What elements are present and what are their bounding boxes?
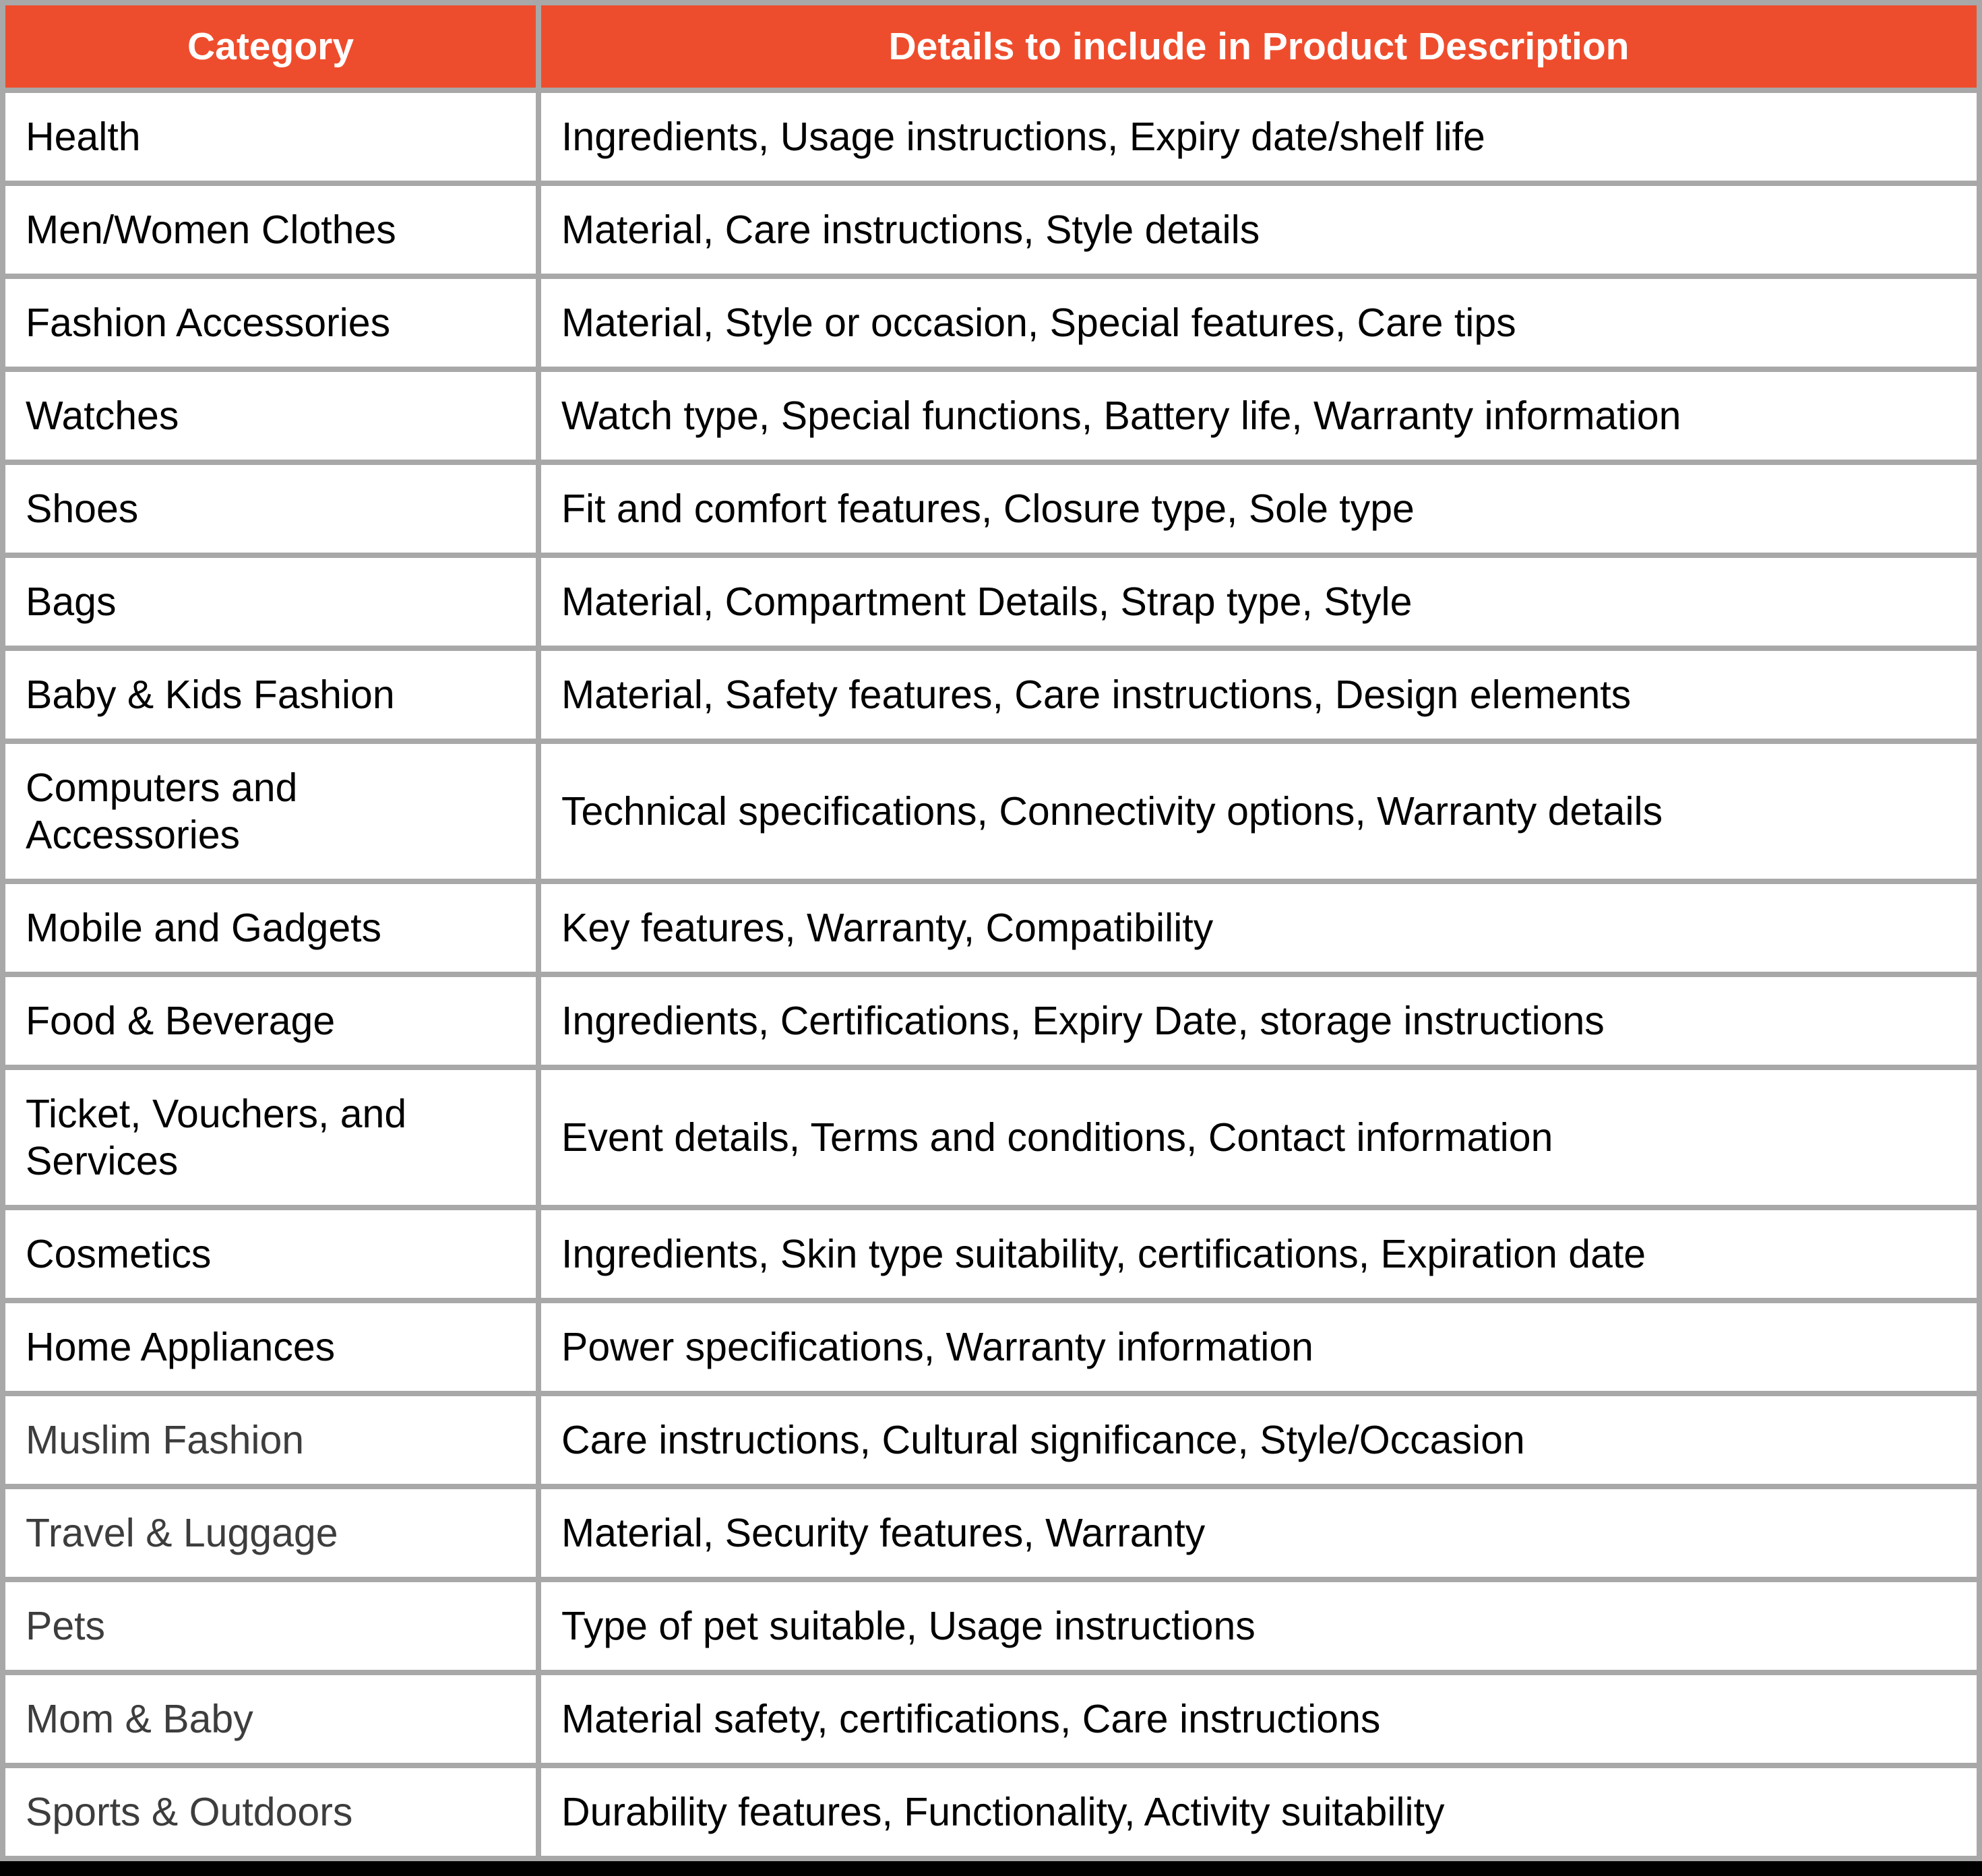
category-cell: Mobile and Gadgets (0, 879, 541, 977)
details-cell: Key features, Warranty, Compatibility (536, 879, 1982, 977)
table-row: Baby & Kids Fashion Material, Safety fea… (0, 646, 1982, 744)
table-row: Cosmetics Ingredients, Skin type suitabi… (0, 1205, 1982, 1303)
details-cell: Material, Care instructions, Style detai… (536, 181, 1982, 279)
table-row: Shoes Fit and comfort features, Closure … (0, 460, 1982, 558)
category-cell: Sports & Outdoors (0, 1763, 541, 1861)
table-row: Computers and Accessories Technical spec… (0, 739, 1982, 884)
table-row: Pets Type of pet suitable, Usage instruc… (0, 1577, 1982, 1675)
header-details: Details to include in Product Descriptio… (536, 0, 1982, 93)
category-cell: Ticket, Vouchers, and Services (0, 1065, 541, 1210)
category-cell: Computers and Accessories (0, 739, 541, 884)
table-row: Ticket, Vouchers, and Services Event det… (0, 1065, 1982, 1210)
details-cell: Ingredients, Certifications, Expiry Date… (536, 972, 1982, 1070)
details-cell: Durability features, Functionality, Acti… (536, 1763, 1982, 1861)
details-cell: Care instructions, Cultural significance… (536, 1391, 1982, 1489)
details-cell: Material, Security features, Warranty (536, 1484, 1982, 1582)
category-cell: Home Appliances (0, 1298, 541, 1396)
details-cell: Technical specifications, Connectivity o… (536, 739, 1982, 884)
category-cell: Bags (0, 553, 541, 651)
category-cell: Food & Beverage (0, 972, 541, 1070)
table-row: Travel & Luggage Material, Security feat… (0, 1484, 1982, 1582)
details-cell: Ingredients, Skin type suitability, cert… (536, 1205, 1982, 1303)
details-cell: Fit and comfort features, Closure type, … (536, 460, 1982, 558)
category-cell: Watches (0, 367, 541, 465)
details-cell: Material, Compartment Details, Strap typ… (536, 553, 1982, 651)
details-cell: Material, Safety features, Care instruct… (536, 646, 1982, 744)
table-row: Fashion Accessories Material, Style or o… (0, 274, 1982, 372)
details-cell: Material, Style or occasion, Special fea… (536, 274, 1982, 372)
table-row: Watches Watch type, Special functions, B… (0, 367, 1982, 465)
category-cell: Muslim Fashion (0, 1391, 541, 1489)
details-cell: Event details, Terms and conditions, Con… (536, 1065, 1982, 1210)
details-cell: Power specifications, Warranty informati… (536, 1298, 1982, 1396)
table-row: Health Ingredients, Usage instructions, … (0, 88, 1982, 186)
table-row: Home Appliances Power specifications, Wa… (0, 1298, 1982, 1396)
details-cell: Type of pet suitable, Usage instructions (536, 1577, 1982, 1675)
category-cell: Men/Women Clothes (0, 181, 541, 279)
table-row: Sports & Outdoors Durability features, F… (0, 1763, 1982, 1861)
header-category: Category (0, 0, 541, 93)
category-cell: Travel & Luggage (0, 1484, 541, 1582)
table-row: Mobile and Gadgets Key features, Warrant… (0, 879, 1982, 977)
details-cell: Material safety, certifications, Care in… (536, 1670, 1982, 1768)
category-cell: Fashion Accessories (0, 274, 541, 372)
table-row: Men/Women Clothes Material, Care instruc… (0, 181, 1982, 279)
table-row: Bags Material, Compartment Details, Stra… (0, 553, 1982, 651)
bottom-bar (0, 1861, 1982, 1876)
category-cell: Mom & Baby (0, 1670, 541, 1768)
table-header-row: Category Details to include in Product D… (0, 0, 1982, 93)
details-cell: Watch type, Special functions, Battery l… (536, 367, 1982, 465)
category-cell: Shoes (0, 460, 541, 558)
category-cell: Pets (0, 1577, 541, 1675)
table-row: Mom & Baby Material safety, certificatio… (0, 1670, 1982, 1768)
details-cell: Ingredients, Usage instructions, Expiry … (536, 88, 1982, 186)
table-row: Muslim Fashion Care instructions, Cultur… (0, 1391, 1982, 1489)
category-cell: Cosmetics (0, 1205, 541, 1303)
table-body: Health Ingredients, Usage instructions, … (0, 88, 1982, 1861)
table-row: Food & Beverage Ingredients, Certificati… (0, 972, 1982, 1070)
category-cell: Health (0, 88, 541, 186)
category-cell: Baby & Kids Fashion (0, 646, 541, 744)
